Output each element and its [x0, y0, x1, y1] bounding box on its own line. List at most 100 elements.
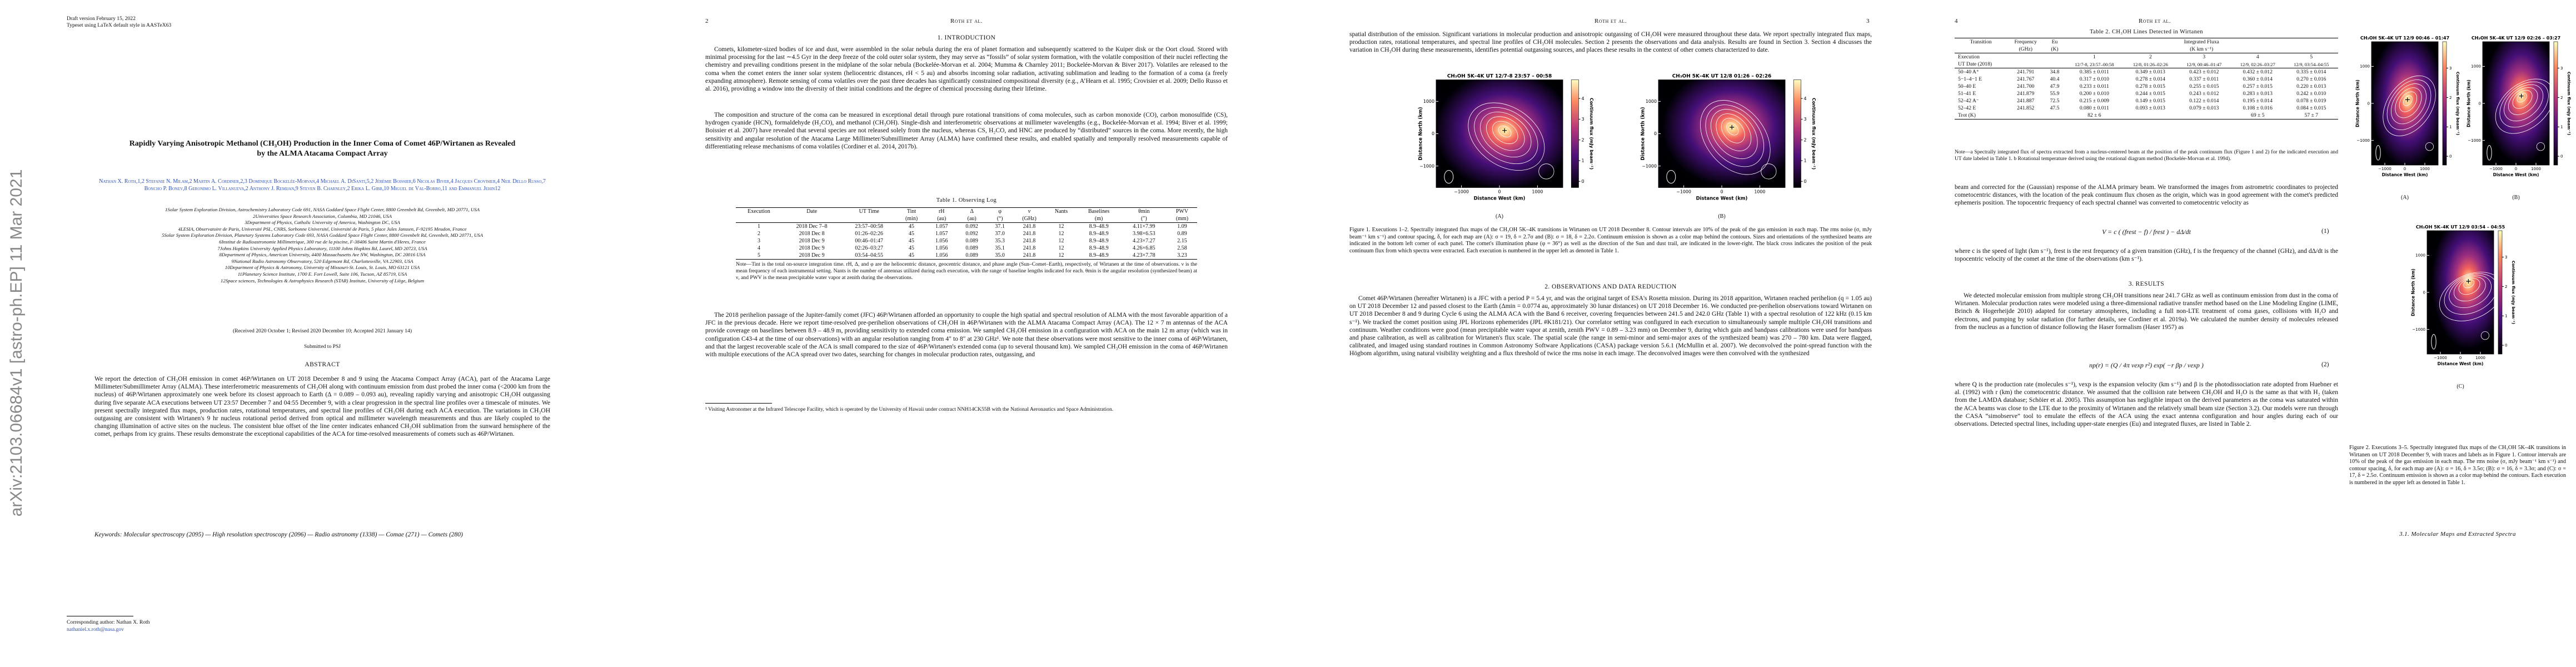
table-row: 52–42 E 241.852 47.5 0.080 ± 0.011 0.093 ± 0… [1955, 104, 2338, 112]
table-cell: 2018 Dec 9 [781, 252, 842, 260]
colorbar-label: Continuum flux (mJy beam⁻¹) [1589, 98, 1594, 170]
column-header: Nants [1045, 207, 1077, 215]
page-3: Roth et al. 3 spatial distribution of th… [1288, 0, 1932, 667]
execution-date: 12/7-8, 23:57–00:58 [2065, 61, 2124, 68]
cross [1730, 125, 1735, 130]
contour [2512, 90, 2533, 109]
contour [1498, 126, 1512, 138]
y-tick-label: 1000 [1646, 99, 1657, 104]
table-cell: 0.243 ± 0.012 [2189, 91, 2219, 97]
table-cell [2006, 112, 2045, 120]
column-unit: (GHz) [2006, 46, 2045, 53]
equation-number: (1) [2321, 228, 2329, 235]
colorbar-tick-label: 3 [2560, 66, 2563, 71]
affiliation: 8Department of Physics, American Univers… [219, 252, 426, 258]
column-unit [781, 215, 842, 223]
table-cell [2044, 112, 2065, 120]
table-cell: 241.8 [1023, 245, 1036, 251]
table-cell: 50–40 A⁺ [1958, 69, 1979, 75]
equation: V = c ( (frest − f) / frest ) − dΔ/dt [2102, 228, 2191, 236]
execution-date: 12/9, 02:26–03:27 [2231, 61, 2285, 68]
contour [1710, 109, 1758, 160]
contour [1492, 121, 1518, 145]
contour [2386, 79, 2431, 131]
table-cell: 8.9–48.9 [1077, 252, 1121, 260]
table-cell: 12 [1058, 245, 1064, 251]
table-cell: 1.056 [935, 245, 948, 251]
table-cell: 0.220 ± 0.013 [2296, 83, 2326, 89]
draft-line: Draft version February 15, 2022 [67, 16, 136, 22]
cross [1502, 128, 1507, 133]
table-row: Trot (K) 82 ± 6 69 ± 5 57 ± 7 [1955, 112, 2338, 120]
authors: Nathan X. Roth,1,2 Stefanie N. Milam,2 M… [99, 178, 546, 192]
colorbar [2498, 230, 2503, 355]
email[interactable]: nathaniel.x.roth@nasa.gov [67, 626, 124, 633]
running-head: Roth et al. [2139, 18, 2171, 24]
contour [2383, 75, 2436, 136]
row-label: UT Date (2018) [1955, 61, 2007, 68]
execution-number: 4 [2256, 54, 2259, 60]
table-cell: 50–40 E [1958, 83, 1976, 89]
contour [2463, 279, 2475, 288]
x-axis-label: Distance West (km) [2493, 172, 2539, 177]
colorbar-label: Continuum flux (mJy beam⁻¹) [2511, 261, 2515, 324]
colorbar-tick-label: 3 [2505, 255, 2507, 260]
table-caption: Table 2. CH₃OH Lines Detected in Wirtane… [2090, 29, 2203, 35]
x-tick-label: 0 [1720, 189, 1723, 194]
x-tick-label: 1000 [2420, 167, 2430, 171]
table-cell: 52–42 A⁻ [1958, 98, 1979, 104]
section-heading: 3. RESULTS [2128, 281, 2165, 287]
table-cell: 8.9–48.9 [1089, 238, 1109, 244]
table-cell: 0.079 ± 0.013 [2189, 105, 2219, 111]
flux-map: CH₃OH 5K–4K UT 12/7-8 23:57 – 00:58 −1000… [1418, 74, 1594, 201]
colorbar-tick-label: 0 [2560, 154, 2563, 158]
colorbar-tick-label: 2 [1804, 137, 1807, 142]
colorbar-tick-label: 0 [2505, 343, 2507, 347]
colorbar-tick-label: 4 [1804, 96, 1807, 101]
table-units-row: (min) (au) (au) (°) (GHz) (m) (″) (mm) [736, 215, 1197, 223]
table-cell: 0.084 ± 0.015 [2296, 105, 2326, 111]
table-cell: 45 [909, 223, 915, 230]
colorbar [1793, 79, 1801, 188]
column-unit: (au) [926, 215, 957, 223]
table-note: Note—a Spectrally integrated flux of spe… [1955, 149, 2338, 162]
contour [1468, 102, 1545, 171]
x-tick-label: 0 [2515, 167, 2517, 171]
table-row: 1 2018 Dec 7–8 23:57–00:58 45 1.057 0.092 37.1… [736, 223, 1197, 231]
column-header: Frequency [2006, 38, 2045, 46]
table-cell: 45 [909, 231, 915, 237]
map-title: CH₃OH 5K–4K UT 12/9 03:54 – 04:55 [2416, 225, 2505, 230]
x-tick-label: 1000 [2475, 356, 2485, 360]
contour [1700, 100, 1771, 175]
colorbar-tick-label: 3 [1804, 117, 1807, 122]
affiliation: 5Solar System Exploration Division, Plan… [162, 232, 483, 238]
page-4: 4 Roth et al. Table 2. CH₃OH Lines Detec… [1932, 0, 2576, 667]
column-unit [1955, 46, 2007, 53]
column-unit: (K km s⁻¹) [2065, 46, 2338, 53]
cross [2519, 93, 2524, 98]
contour [1486, 116, 1525, 151]
map-title: CH₃OH 5K–4K UT 12/9 02:26 – 03:27 [2472, 36, 2560, 41]
column-header: θmin [1120, 207, 1167, 215]
column-unit [1045, 215, 1077, 223]
table-cell: 23:57–00:58 [855, 223, 883, 230]
colorbar-tick-label: 2 [2449, 96, 2452, 100]
figure: CH₃OH 5K–4K UT 12/7-8 23:57 – 00:58 −1000… [1394, 67, 1827, 222]
phase-indicator [2425, 142, 2434, 151]
y-tick-label: 0 [1654, 131, 1657, 136]
running-head: Roth et al. [1595, 18, 1627, 24]
contour [2495, 78, 2554, 134]
column-header: Date [781, 207, 842, 215]
x-tick-label: 0 [1498, 189, 1501, 194]
table-cell: 3 [757, 238, 760, 244]
panel-label: (B) [2512, 195, 2520, 201]
running-head: Roth et al. [950, 18, 983, 24]
table-cell: 241.8 [1023, 231, 1036, 237]
table-cell: 57 ± 7 [2284, 112, 2338, 120]
x-tick-label: 1000 [1754, 189, 1765, 194]
table-cell: 34.8 [2050, 69, 2060, 75]
table-cell: 0.233 ± 0.011 [2079, 83, 2109, 89]
table-cell: 52–42 E [1958, 105, 1976, 111]
table-cell: 5 [736, 252, 782, 260]
